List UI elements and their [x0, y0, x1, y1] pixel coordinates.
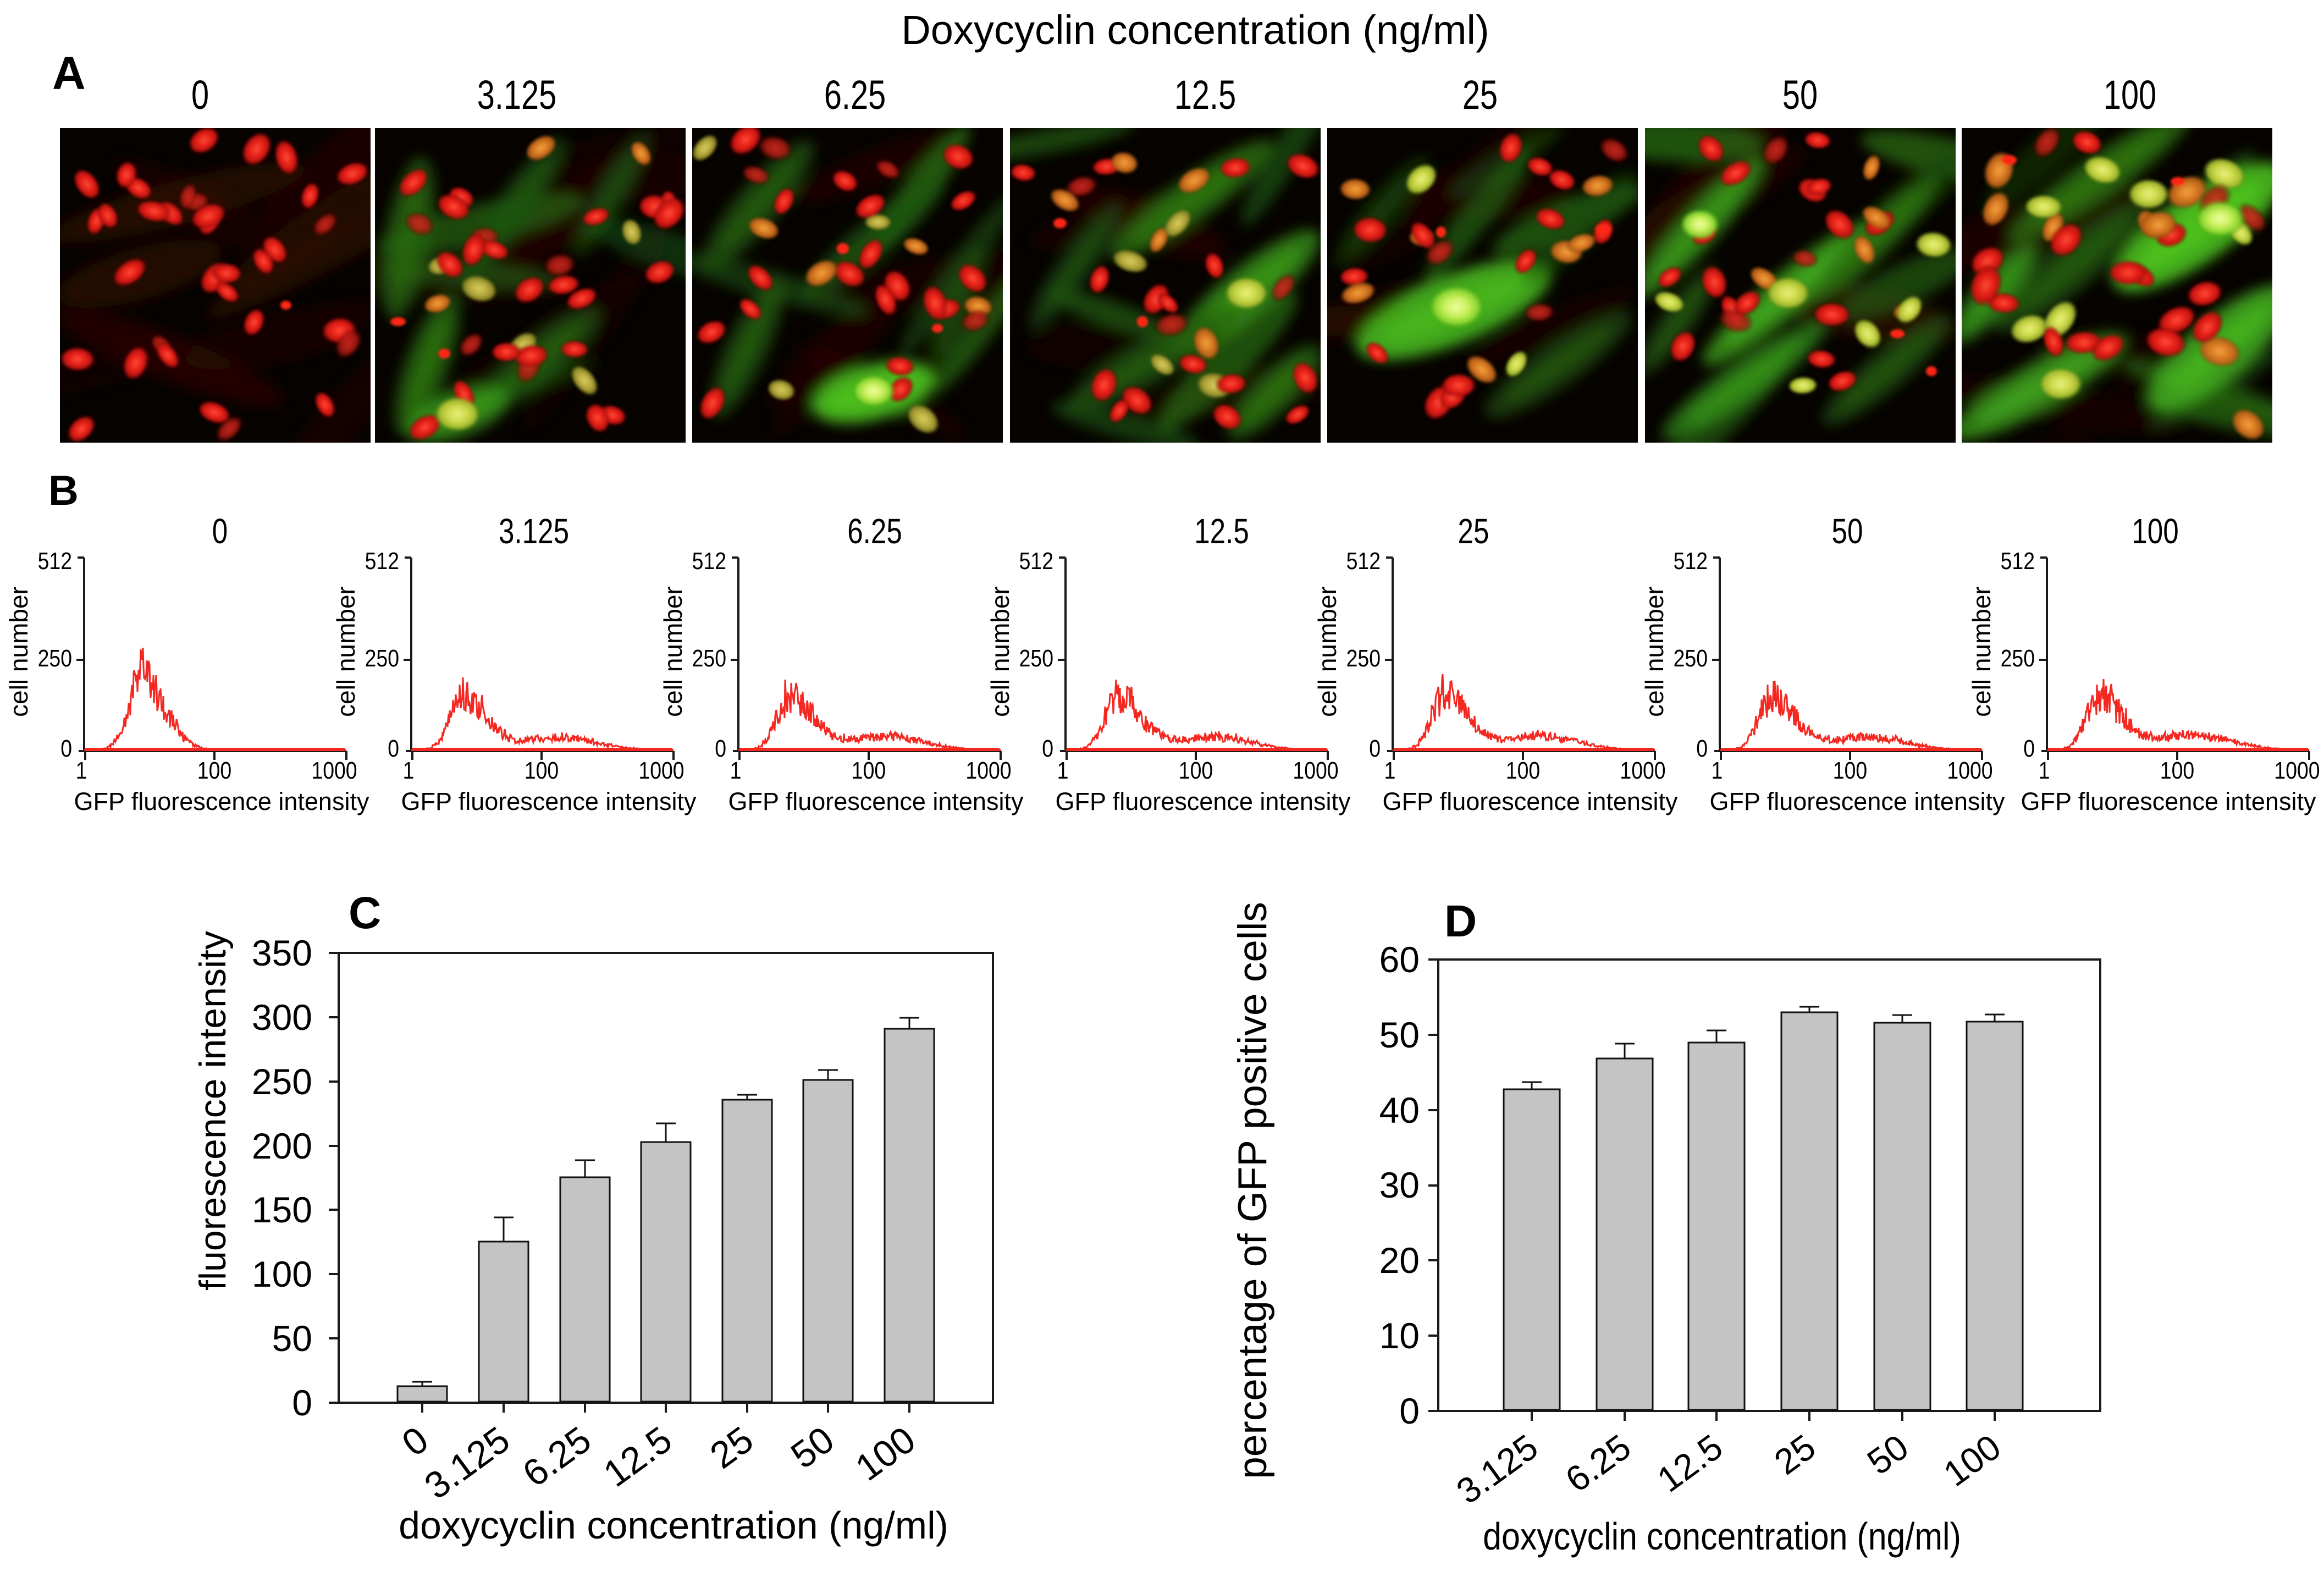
svg-text:512: 512	[692, 547, 726, 575]
svg-text:1000: 1000	[1620, 757, 1665, 784]
svg-text:12.5: 12.5	[1174, 73, 1236, 118]
svg-text:250: 250	[1019, 644, 1053, 672]
svg-text:cell number: cell number	[1313, 586, 1342, 717]
svg-text:350: 350	[252, 933, 312, 973]
svg-text:100: 100	[2160, 757, 2194, 784]
svg-text:100: 100	[525, 757, 559, 784]
svg-text:1: 1	[1712, 757, 1723, 784]
svg-text:cell number: cell number	[4, 586, 33, 717]
svg-text:doxycyclin concentration (ng/m: doxycyclin concentration (ng/ml)	[399, 1504, 948, 1547]
svg-text:GFP fluorescence intensity: GFP fluorescence intensity	[2021, 787, 2316, 815]
svg-text:cell number: cell number	[986, 586, 1014, 717]
svg-text:250: 250	[692, 644, 726, 672]
svg-text:0: 0	[1369, 735, 1381, 762]
svg-text:250: 250	[365, 644, 399, 672]
svg-text:20: 20	[1379, 1240, 1420, 1281]
svg-text:1: 1	[1384, 757, 1396, 784]
svg-text:0: 0	[191, 73, 209, 118]
svg-text:100: 100	[1506, 757, 1540, 784]
svg-text:512: 512	[365, 547, 399, 575]
svg-text:percentage of GFP positive cel: percentage of GFP positive cells	[1230, 902, 1275, 1479]
svg-text:GFP fluorescence intensity: GFP fluorescence intensity	[1710, 787, 2005, 815]
svg-text:1: 1	[730, 757, 742, 784]
svg-text:0: 0	[292, 1382, 312, 1423]
svg-text:512: 512	[2001, 547, 2035, 575]
svg-text:GFP fluorescence intensity: GFP fluorescence intensity	[1383, 787, 1678, 815]
svg-text:512: 512	[1674, 547, 1708, 575]
svg-text:250: 250	[2001, 644, 2035, 672]
svg-text:1000: 1000	[311, 757, 357, 784]
svg-text:0: 0	[715, 735, 726, 762]
svg-text:GFP fluorescence intensity: GFP fluorescence intensity	[728, 787, 1024, 815]
svg-text:1: 1	[403, 757, 415, 784]
svg-text:0: 0	[388, 735, 399, 762]
svg-text:GFP fluorescence intensity: GFP fluorescence intensity	[1056, 787, 1351, 815]
svg-text:150: 150	[252, 1189, 312, 1230]
svg-text:cell number: cell number	[1967, 586, 1996, 717]
svg-text:1000: 1000	[638, 757, 684, 784]
svg-text:doxycyclin concentration (ng/m: doxycyclin concentration (ng/ml)	[1483, 1515, 1961, 1558]
svg-text:A: A	[52, 47, 86, 99]
svg-text:3.125: 3.125	[477, 73, 556, 118]
svg-text:100: 100	[2132, 512, 2178, 552]
svg-text:6.25: 6.25	[847, 512, 902, 552]
svg-text:D: D	[1444, 896, 1477, 946]
svg-text:250: 250	[1674, 644, 1708, 672]
svg-text:cell number: cell number	[1640, 586, 1669, 717]
svg-text:6.25: 6.25	[824, 73, 886, 118]
svg-text:250: 250	[252, 1061, 312, 1102]
svg-text:100: 100	[852, 757, 886, 784]
svg-text:100: 100	[252, 1254, 312, 1294]
svg-text:B: B	[48, 467, 79, 514]
svg-text:50: 50	[1782, 73, 1818, 118]
svg-text:100: 100	[197, 757, 231, 784]
svg-text:0: 0	[1696, 735, 1708, 762]
svg-text:60: 60	[1379, 939, 1420, 980]
svg-text:0: 0	[2023, 735, 2035, 762]
svg-text:1000: 1000	[965, 757, 1011, 784]
svg-text:0: 0	[212, 512, 228, 552]
svg-text:512: 512	[1019, 547, 1053, 575]
svg-text:1: 1	[1057, 757, 1069, 784]
svg-text:250: 250	[38, 644, 72, 672]
svg-text:512: 512	[1346, 547, 1381, 575]
svg-text:Doxycyclin concentration (ng/m: Doxycyclin concentration (ng/ml)	[901, 7, 1489, 53]
svg-text:1000: 1000	[1947, 757, 1992, 784]
svg-text:0: 0	[60, 735, 72, 762]
svg-text:25: 25	[1458, 512, 1489, 552]
svg-text:1000: 1000	[2274, 757, 2320, 784]
svg-text:GFP fluorescence intensity: GFP fluorescence intensity	[401, 787, 697, 815]
svg-text:300: 300	[252, 997, 312, 1038]
svg-text:cell number: cell number	[332, 586, 360, 717]
svg-text:100: 100	[1179, 757, 1213, 784]
svg-text:0: 0	[1042, 735, 1053, 762]
svg-text:250: 250	[1346, 644, 1381, 672]
svg-text:100: 100	[2104, 73, 2156, 118]
svg-text:12.5: 12.5	[1194, 512, 1249, 552]
svg-text:512: 512	[38, 547, 72, 575]
svg-text:1: 1	[2039, 757, 2050, 784]
svg-text:C: C	[349, 888, 381, 938]
svg-text:1: 1	[76, 757, 87, 784]
svg-text:3.125: 3.125	[499, 512, 569, 552]
svg-text:50: 50	[272, 1318, 312, 1359]
svg-text:100: 100	[1833, 757, 1867, 784]
svg-text:30: 30	[1379, 1165, 1420, 1205]
svg-text:GFP fluorescence intensity: GFP fluorescence intensity	[74, 787, 369, 815]
svg-text:1000: 1000	[1293, 757, 1338, 784]
svg-text:fluorescence intensity: fluorescence intensity	[192, 931, 234, 1291]
svg-text:0: 0	[1399, 1391, 1420, 1431]
svg-text:25: 25	[1462, 73, 1498, 118]
svg-text:50: 50	[1832, 512, 1863, 552]
svg-text:50: 50	[1379, 1014, 1420, 1055]
svg-text:cell number: cell number	[659, 586, 687, 717]
svg-text:200: 200	[252, 1126, 312, 1166]
svg-text:10: 10	[1379, 1315, 1420, 1356]
svg-text:40: 40	[1379, 1090, 1420, 1131]
